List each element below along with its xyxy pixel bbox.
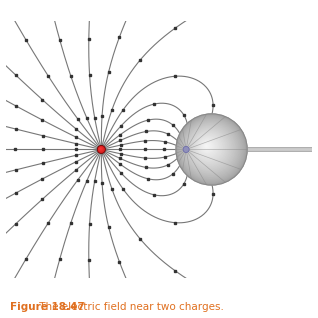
Circle shape <box>194 133 223 162</box>
Circle shape <box>176 114 246 184</box>
Circle shape <box>190 129 227 166</box>
Circle shape <box>201 141 213 152</box>
Circle shape <box>98 146 104 153</box>
Circle shape <box>100 148 102 150</box>
Circle shape <box>203 142 211 150</box>
Circle shape <box>98 146 104 152</box>
Circle shape <box>205 145 208 147</box>
Circle shape <box>185 124 234 173</box>
Circle shape <box>187 126 232 171</box>
Circle shape <box>196 135 221 160</box>
Circle shape <box>190 129 228 167</box>
Circle shape <box>99 147 103 151</box>
Circle shape <box>191 130 227 165</box>
Circle shape <box>98 146 104 152</box>
Circle shape <box>100 148 102 150</box>
Circle shape <box>199 138 216 155</box>
Circle shape <box>198 137 217 156</box>
Circle shape <box>195 134 221 160</box>
Circle shape <box>180 118 242 180</box>
Circle shape <box>98 147 104 152</box>
Circle shape <box>186 125 233 172</box>
Circle shape <box>177 115 245 183</box>
Circle shape <box>179 117 243 181</box>
Circle shape <box>183 121 238 176</box>
Circle shape <box>189 127 230 169</box>
Circle shape <box>99 147 102 150</box>
Circle shape <box>98 146 104 152</box>
Circle shape <box>100 148 101 149</box>
Circle shape <box>100 148 101 149</box>
Circle shape <box>97 146 105 153</box>
Circle shape <box>183 146 189 153</box>
Circle shape <box>100 148 101 150</box>
Circle shape <box>99 147 103 151</box>
Circle shape <box>195 134 222 161</box>
Circle shape <box>181 119 240 178</box>
Circle shape <box>183 121 238 176</box>
Circle shape <box>99 147 103 151</box>
Circle shape <box>204 144 209 149</box>
Circle shape <box>185 123 235 173</box>
Circle shape <box>204 143 210 149</box>
Circle shape <box>177 115 246 184</box>
Circle shape <box>197 136 218 158</box>
Circle shape <box>99 147 103 151</box>
Circle shape <box>179 118 242 181</box>
Circle shape <box>190 128 229 168</box>
Circle shape <box>200 140 214 154</box>
Circle shape <box>200 139 215 154</box>
Circle shape <box>100 148 101 149</box>
Circle shape <box>205 144 208 148</box>
Circle shape <box>176 114 247 185</box>
Circle shape <box>201 140 214 153</box>
Circle shape <box>198 137 218 157</box>
Circle shape <box>192 130 226 165</box>
Circle shape <box>178 116 245 183</box>
Circle shape <box>188 126 232 170</box>
Circle shape <box>100 148 101 149</box>
Circle shape <box>192 131 225 164</box>
Circle shape <box>98 146 105 153</box>
Circle shape <box>182 120 239 177</box>
Circle shape <box>97 145 105 154</box>
Circle shape <box>199 138 217 156</box>
Circle shape <box>206 145 207 147</box>
Circle shape <box>196 135 220 159</box>
Circle shape <box>99 148 102 150</box>
Circle shape <box>189 128 230 168</box>
Circle shape <box>203 143 210 150</box>
Circle shape <box>193 131 225 163</box>
Circle shape <box>202 141 212 152</box>
Circle shape <box>187 125 233 171</box>
Circle shape <box>193 132 224 163</box>
Text: Figure 18.47: Figure 18.47 <box>10 302 84 312</box>
Circle shape <box>99 147 102 150</box>
Circle shape <box>183 122 237 175</box>
Circle shape <box>184 122 236 175</box>
Circle shape <box>178 116 244 182</box>
Circle shape <box>184 123 236 174</box>
Text: The electric field near two charges.: The electric field near two charges. <box>36 302 224 312</box>
Circle shape <box>99 147 102 151</box>
Circle shape <box>181 119 241 179</box>
Circle shape <box>99 147 103 151</box>
Circle shape <box>202 142 212 151</box>
Circle shape <box>188 127 231 169</box>
Circle shape <box>197 136 219 158</box>
Circle shape <box>98 146 104 152</box>
Circle shape <box>98 146 105 153</box>
Circle shape <box>98 146 105 153</box>
Circle shape <box>98 146 105 153</box>
Circle shape <box>194 133 223 162</box>
Circle shape <box>182 120 240 178</box>
Circle shape <box>100 148 101 149</box>
